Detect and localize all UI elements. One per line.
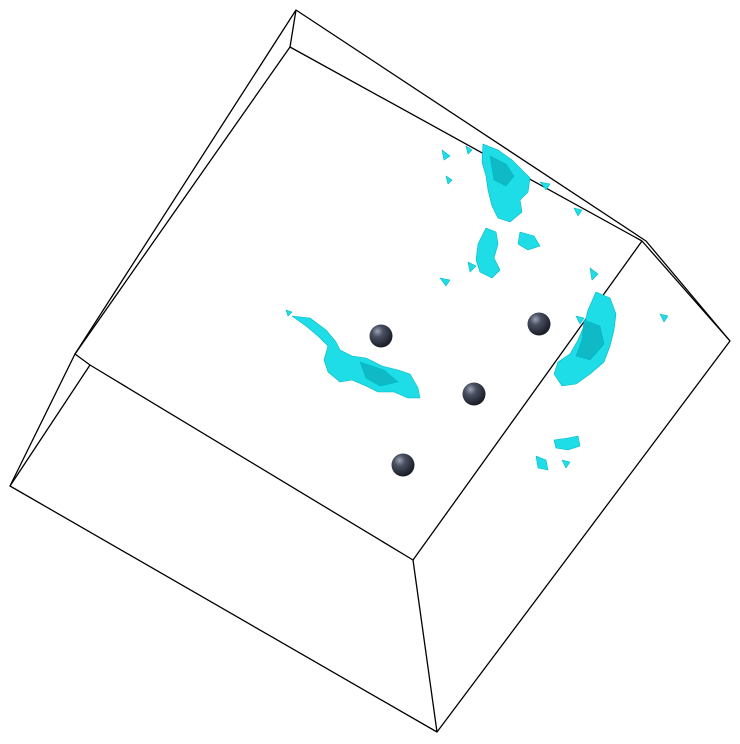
box-inner-right-edge	[412, 240, 643, 561]
atom-2[interactable]	[527, 312, 551, 336]
isosurface-blob-upper-4	[517, 231, 541, 251]
isosurface-blob-upper-3	[475, 227, 501, 279]
isosurface	[285, 143, 669, 471]
isosurface-blob-upper-10	[439, 277, 451, 287]
isosurface-blob-lower	[553, 435, 581, 451]
isosurface-blob-lower-3	[561, 459, 571, 469]
isosurface-blob-right-2	[575, 319, 605, 361]
isosurface-blob-right-3	[589, 267, 599, 281]
isosurface-blob-left-2	[359, 361, 399, 387]
isosurface-blob-right-5	[659, 313, 669, 323]
isosurface-blob-upper-11	[445, 175, 453, 185]
atoms	[369, 312, 551, 477]
unit-cell-box	[9, 9, 731, 733]
box-inner-left-edge	[74, 46, 291, 355]
atom-4[interactable]	[391, 453, 415, 477]
isosurface-blob-lower-2	[535, 455, 549, 471]
isosurface-blob-right-4	[575, 315, 585, 325]
isosurface-blob-upper-5	[539, 181, 551, 191]
box-inner-top-edge	[289, 9, 643, 242]
atom-1[interactable]	[369, 324, 393, 348]
box-edge-bl	[9, 364, 91, 487]
isosurface-blob-upper-6	[573, 207, 583, 217]
isosurface-blob-upper-7	[441, 149, 451, 161]
box-inner-front-edge	[74, 353, 414, 561]
box-edge-br	[412, 559, 438, 733]
isosurface-blob-left-3	[285, 309, 293, 317]
atom-3[interactable]	[462, 382, 486, 406]
box-edge-tr	[641, 240, 731, 342]
isosurface-blob-left	[291, 315, 421, 399]
isosurface-blob-upper-8	[465, 145, 473, 155]
isosurface-blob-upper-9	[467, 261, 477, 273]
isosurface-blob-upper-2	[489, 155, 515, 187]
